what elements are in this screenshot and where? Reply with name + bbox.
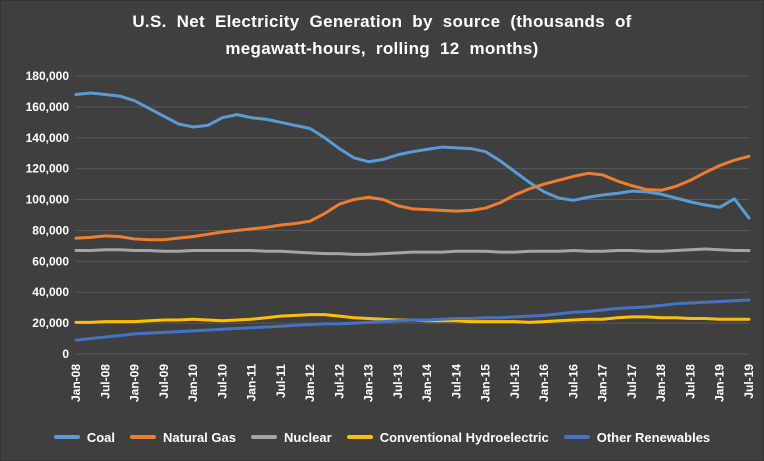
x-tick-label: Jul-17 xyxy=(625,364,639,399)
legend-label-nuclear: Nuclear xyxy=(283,429,332,445)
legend-line-swatch-nuclear xyxy=(250,435,277,439)
x-tick-label: Jan-09 xyxy=(128,364,142,402)
x-tick-label: Jul-09 xyxy=(157,364,171,399)
x-tick-label: Jan-10 xyxy=(186,364,200,402)
x-tick-label: Jan-08 xyxy=(69,364,83,402)
legend: Coal Natural Gas Nuclear Conventional Hy… xyxy=(1,414,763,460)
series-line-coal xyxy=(74,91,751,220)
y-tick-label: 0 xyxy=(62,347,69,361)
x-tick-label: Jan-13 xyxy=(362,364,376,402)
y-tick-label: 160,000 xyxy=(26,100,70,114)
y-tick-label: 40,000 xyxy=(32,285,69,299)
legend-item-coal: Coal xyxy=(53,429,115,445)
x-tick-label: Jul-10 xyxy=(215,364,229,399)
x-tick-label: Jan-16 xyxy=(537,364,551,402)
y-tick-label: 100,000 xyxy=(26,193,70,207)
chart-title-line-2: megawatt-hours, rolling 12 months) xyxy=(225,39,539,58)
x-tick-label: Jan-17 xyxy=(596,364,610,402)
legend-line-swatch-other-renewables xyxy=(563,435,590,439)
legend-label-natural-gas: Natural Gas xyxy=(163,429,236,445)
x-tick-label: Jan-19 xyxy=(713,364,727,402)
x-tick-label: Jan-18 xyxy=(654,364,668,402)
y-tick-label: 20,000 xyxy=(32,316,69,330)
x-tick-label: Jul-19 xyxy=(742,364,756,399)
legend-line-swatch-coal xyxy=(53,435,80,439)
x-tick-label: Jul-12 xyxy=(332,364,346,399)
legend-item-conventional-hydroelectric: Conventional Hydroelectric xyxy=(346,429,549,445)
x-tick-label: Jul-08 xyxy=(98,364,112,399)
y-tick-label: 120,000 xyxy=(26,162,70,176)
y-tick-label: 140,000 xyxy=(26,131,70,145)
legend-label-other-renewables: Other Renewables xyxy=(596,429,711,445)
series-line-other-renewables xyxy=(74,298,751,342)
legend-label-conventional-hydroelectric: Conventional Hydroelectric xyxy=(379,429,549,445)
x-tick-label: Jan-15 xyxy=(479,364,493,402)
legend-item-nuclear: Nuclear xyxy=(250,429,332,445)
x-tick-label: Jul-16 xyxy=(566,364,580,399)
x-tick-label: Jan-14 xyxy=(420,364,434,402)
x-tick-label: Jul-13 xyxy=(391,364,405,399)
x-tick-label: Jul-14 xyxy=(449,364,463,399)
x-tick-label: Jan-12 xyxy=(303,364,317,402)
legend-item-natural-gas: Natural Gas xyxy=(130,430,236,445)
y-tick-label: 80,000 xyxy=(32,223,69,237)
series-line-natural-gas xyxy=(74,154,751,242)
series-line-nuclear xyxy=(74,247,751,256)
legend-line-swatch-natural-gas xyxy=(130,435,156,439)
plot-area: 0 20,000 40,000 60,000 80,000 100,000 120,000 1… xyxy=(26,69,756,402)
y-tick-label: 60,000 xyxy=(32,254,69,268)
y-tick-label: 180,000 xyxy=(26,69,70,83)
legend-line-swatch-conventional-hydroelectric xyxy=(346,435,373,439)
x-tick-label: Jul-15 xyxy=(508,364,522,399)
x-tick-label: Jan-11 xyxy=(245,364,259,402)
chart-title: U.S. Net Electricity Generation by sourc… xyxy=(1,1,763,62)
x-tick-label: Jul-11 xyxy=(274,364,288,398)
x-tick-label: Jul-18 xyxy=(683,364,697,399)
legend-label-coal: Coal xyxy=(86,429,115,445)
chart-title-line-1: U.S. Net Electricity Generation by sourc… xyxy=(132,12,632,31)
legend-item-other-renewables: Other Renewables xyxy=(563,429,711,445)
